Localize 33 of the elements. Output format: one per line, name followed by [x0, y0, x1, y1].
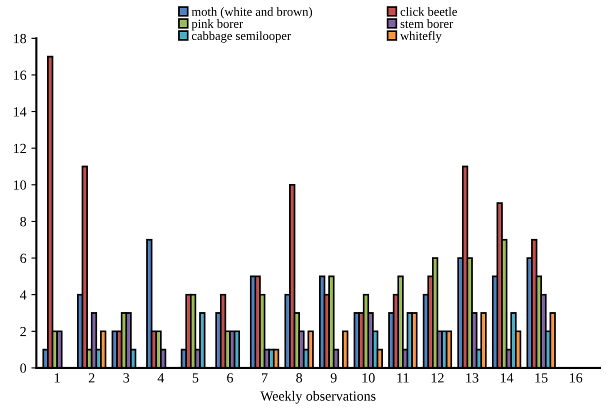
legend-label: pink borer: [192, 19, 244, 31]
x-tick-label: 10: [362, 373, 375, 383]
y-tick-label: 8: [20, 217, 26, 226]
y-tick-label: 14: [14, 107, 26, 116]
x-tick-label: 3: [123, 373, 130, 383]
x-tick-label: 13: [466, 373, 478, 383]
legend-label: stem borer: [400, 19, 454, 28]
y-tick-label: 12: [14, 144, 26, 153]
y-tick-label: 10: [14, 180, 26, 190]
x-tick-label: 15: [535, 373, 548, 383]
y-tick-label: 4: [20, 290, 26, 300]
y-tick-label: 6: [20, 254, 26, 264]
x-tick-label: 16: [570, 373, 582, 383]
x-tick-label: 9: [330, 373, 337, 383]
y-tick-label: 2: [20, 326, 26, 336]
x-tick-label: 6: [227, 373, 234, 383]
x-tick-label: 5: [192, 373, 198, 383]
x-tick-label: 8: [296, 373, 302, 383]
y-tick-label: 16: [14, 70, 26, 80]
x-tick-label: 7: [262, 373, 268, 382]
legend-label: cabbage semilooper: [192, 31, 291, 43]
x-tick-label: 12: [432, 373, 444, 382]
x-tick-label: 1: [54, 373, 60, 382]
x-tick-label: 11: [397, 373, 409, 382]
x-tick-label: 14: [500, 373, 514, 382]
legend-label: whitefly: [400, 31, 442, 43]
x-axis-title: Weekly observations: [260, 390, 376, 404]
x-tick-label: 4: [158, 373, 164, 382]
legend-label: click beetle: [400, 7, 457, 16]
legend-label: moth (white and brown): [192, 7, 312, 18]
x-tick-label: 2: [88, 373, 94, 382]
y-tick-label: 0: [20, 364, 26, 373]
y-tick-label: 18: [14, 34, 26, 44]
